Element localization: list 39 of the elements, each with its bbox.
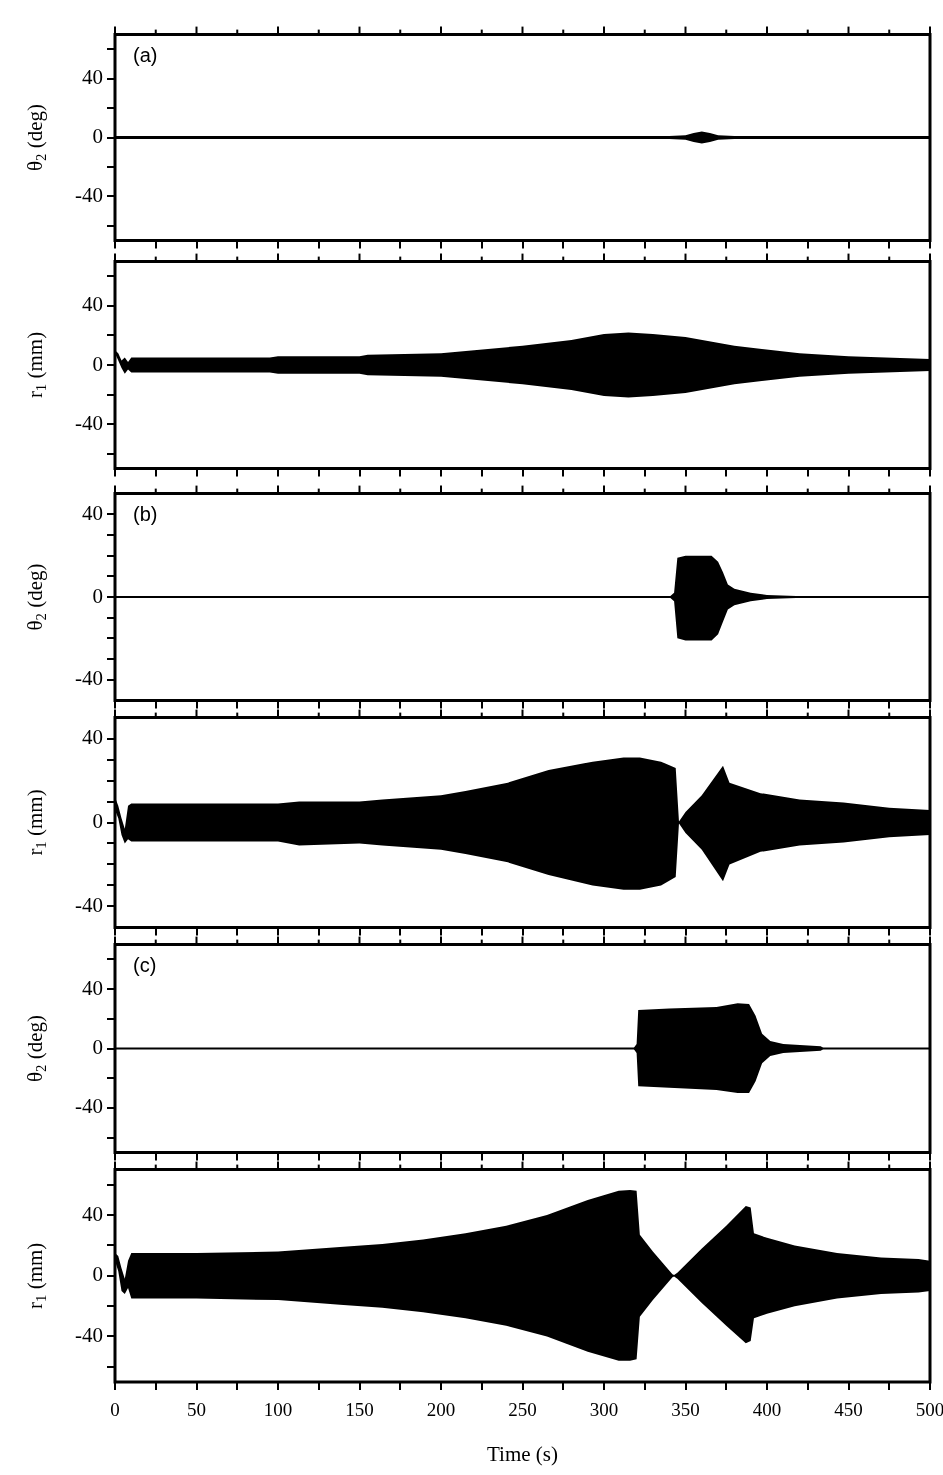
x-tick-label: 450	[834, 1399, 863, 1421]
y-tick-label: 40	[82, 65, 103, 90]
x-tick-label: 400	[752, 1399, 782, 1421]
y-tick-label: 40	[82, 500, 103, 525]
x-tick-label: 50	[187, 1399, 206, 1421]
y-tick-label: 0	[92, 1262, 103, 1287]
annotation: (a)	[133, 44, 158, 67]
x-axis-title: Time (s)	[487, 1441, 558, 1466]
y-tick-label: 40	[82, 975, 103, 1000]
x-tick-label: 0	[110, 1399, 120, 1421]
y-axis-title: θ2 (deg)	[22, 104, 50, 171]
y-tick-label: -40	[75, 410, 103, 435]
y-axis-title: r1 (mm)	[22, 331, 50, 399]
y-tick-label: -40	[75, 892, 103, 917]
x-tick-label: 350	[671, 1399, 700, 1421]
y-tick-label: 0	[92, 124, 103, 149]
y-tick-label: 40	[82, 725, 103, 750]
y-tick-label: 0	[92, 1035, 103, 1060]
y-tick-label: 0	[92, 583, 103, 608]
y-tick-label: -40	[75, 182, 103, 207]
y-tick-label: 0	[92, 351, 103, 376]
y-axis-title: θ2 (deg)	[22, 1015, 50, 1082]
annotation: (b)	[133, 503, 158, 526]
y-tick-label: -40	[75, 1094, 103, 1119]
x-tick-label: 250	[508, 1399, 537, 1421]
y-axis-title: r1 (mm)	[22, 1242, 50, 1309]
y-tick-label: 40	[82, 292, 103, 317]
y-tick-label: -40	[75, 666, 103, 691]
y-tick-label: 40	[82, 1201, 103, 1226]
y-axis-title: θ2 (deg)	[22, 563, 50, 631]
x-tick-label: 100	[263, 1399, 293, 1421]
y-tick-label: 0	[92, 809, 103, 834]
x-tick-label: 500	[915, 1399, 943, 1421]
x-tick-label: 150	[345, 1399, 374, 1421]
x-tick-label: 300	[589, 1399, 619, 1421]
y-tick-label: -40	[75, 1323, 103, 1347]
annotation: (c)	[133, 954, 157, 977]
x-tick-label: 200	[426, 1399, 456, 1421]
y-axis-title: r1 (mm)	[22, 789, 50, 856]
